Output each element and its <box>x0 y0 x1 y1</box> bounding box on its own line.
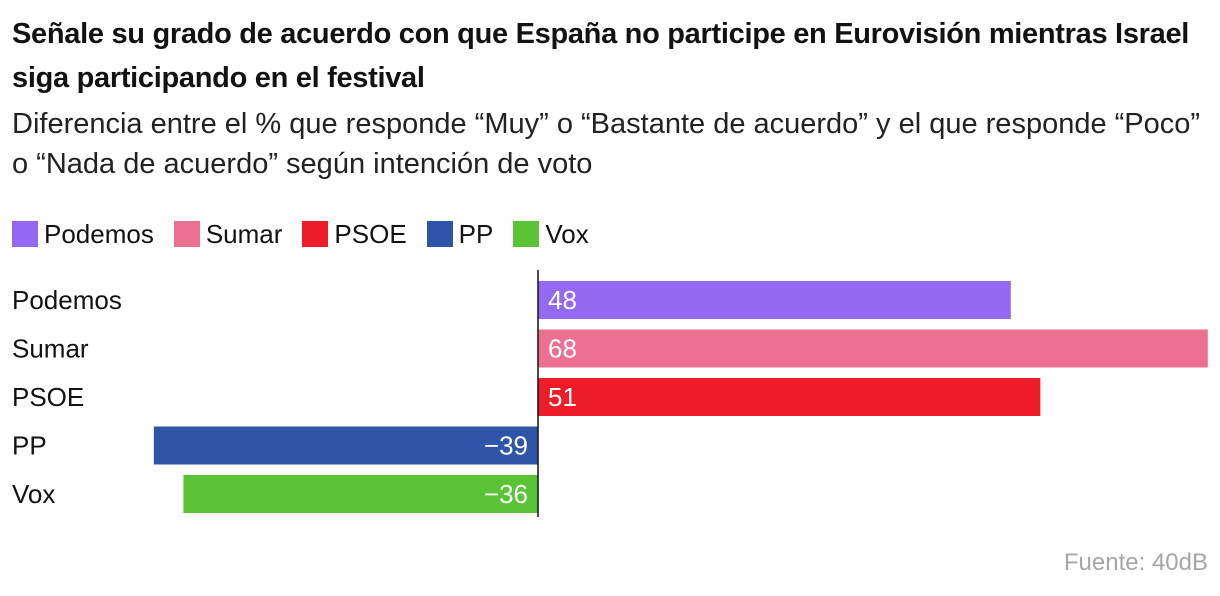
value-label-pp: −39 <box>484 431 528 461</box>
legend-item-vox: Vox <box>513 218 589 250</box>
bar-podemos <box>538 281 1011 319</box>
legend-swatch-pp <box>426 221 453 247</box>
legend-item-psoe: PSOE <box>302 218 407 250</box>
chart-title: Señale su grado de acuerdo con que Españ… <box>12 18 1190 94</box>
legend-label-psoe: PSOE <box>334 218 407 249</box>
bar-sumar <box>538 329 1208 368</box>
legend-label-sumar: Sumar <box>205 218 283 249</box>
bar-pp <box>153 426 538 465</box>
source-note: Fuente: 40dB <box>1063 549 1208 576</box>
value-label-psoe: 51 <box>548 382 577 412</box>
bar-psoe <box>538 378 1041 416</box>
category-label-psoe: PSOE <box>12 382 84 412</box>
legend-swatch-podemos <box>12 221 38 247</box>
legend-item-pp: PP <box>426 218 494 250</box>
value-label-vox: −36 <box>484 479 528 509</box>
legend-label-pp: PP <box>458 218 494 249</box>
bar-vox <box>183 475 538 513</box>
bar-chart: Podemos 48 Sumar 68 PSOE 51 PP −39 Vox −36 <box>12 270 1208 517</box>
legend: Podemos Sumar PSOE PP Vox <box>12 216 609 252</box>
category-label-pp: PP <box>12 431 47 461</box>
legend-item-podemos: Podemos <box>12 219 154 250</box>
legend-swatch-sumar <box>173 221 200 247</box>
legend-label-vox: Vox <box>545 218 589 249</box>
value-label-sumar: 68 <box>548 334 577 364</box>
category-label-sumar: Sumar <box>12 334 89 364</box>
legend-swatch-vox <box>513 221 540 247</box>
legend-swatch-psoe <box>302 221 329 247</box>
value-label-podemos: 48 <box>548 285 577 315</box>
legend-item-sumar: Sumar <box>173 218 283 250</box>
category-label-podemos: Podemos <box>12 285 122 315</box>
legend-label-podemos: Podemos <box>44 218 154 249</box>
chart-subtitle: Diferencia entre el % que responde “Muy”… <box>12 108 1201 180</box>
category-label-vox: Vox <box>12 479 55 509</box>
